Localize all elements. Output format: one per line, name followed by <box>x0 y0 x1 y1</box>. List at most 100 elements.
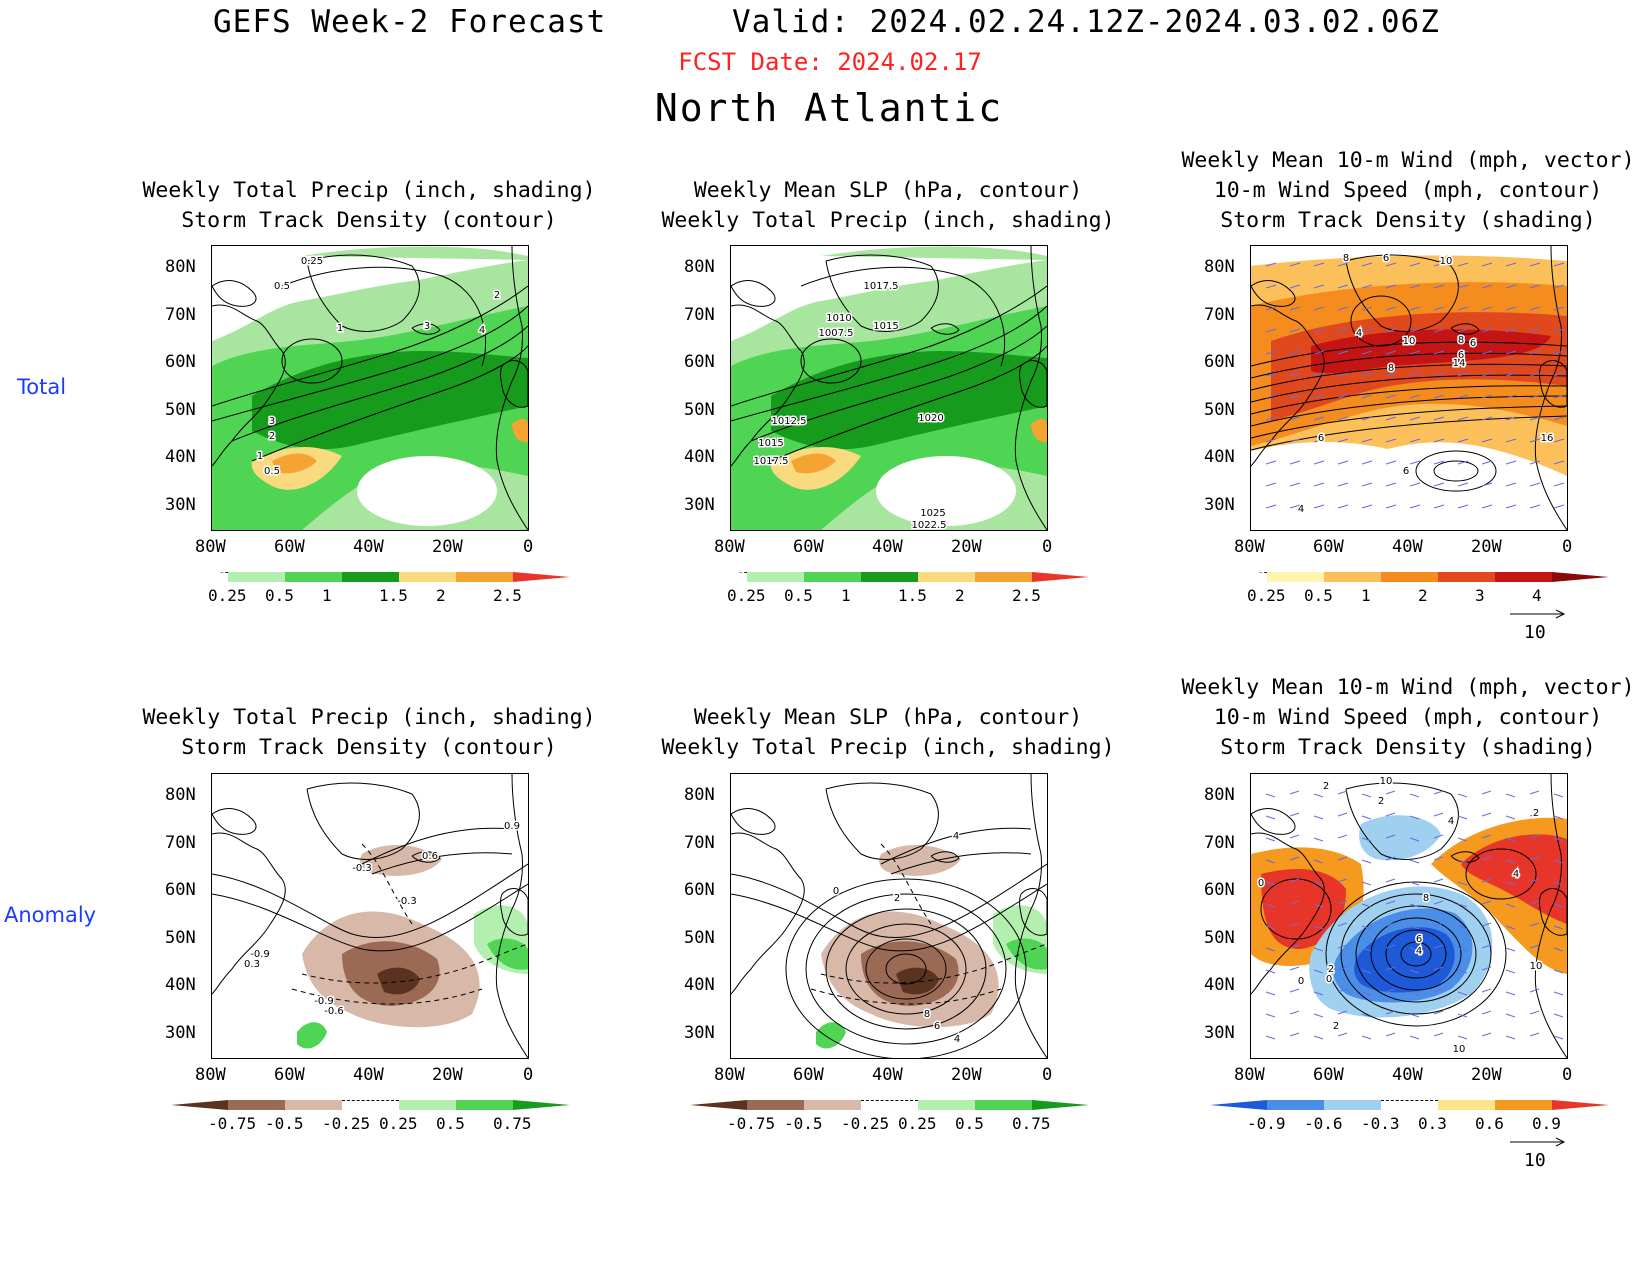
colorbar-label: 0.5 <box>1304 586 1333 605</box>
wind-vector <box>1361 903 1372 908</box>
wind-vector <box>1409 903 1420 908</box>
panel-title-line: Storm Track Density (contour) <box>181 735 557 760</box>
wind-vector <box>1289 306 1301 311</box>
iceland-coast <box>1450 851 1480 863</box>
colorbar-label: -0.6 <box>1304 1114 1343 1133</box>
wind-vector <box>1409 482 1421 487</box>
wind-vector <box>1385 922 1396 927</box>
lon-tick-label: 60W <box>274 537 305 557</box>
contour-line <box>212 305 528 422</box>
north-america-coast <box>731 832 805 995</box>
colorbar <box>1210 1097 1609 1113</box>
iceland-coast <box>411 323 441 335</box>
contour-line <box>880 843 932 925</box>
wind-vector <box>1529 834 1540 839</box>
wind-vector <box>1385 1010 1396 1015</box>
wind-vector <box>1265 793 1276 798</box>
contour-value-label: 6 <box>1458 350 1464 361</box>
wind-vector <box>1433 350 1445 355</box>
wind-vector <box>1553 460 1565 465</box>
contour-value-label: 4 <box>953 831 959 842</box>
wind-vector <box>1337 900 1348 905</box>
wind-vector <box>1385 416 1397 421</box>
greenland-coast <box>825 782 939 860</box>
contour-value-label: 0.9 <box>504 821 520 832</box>
wind-vector <box>1313 947 1324 952</box>
wind-vector <box>1265 482 1277 487</box>
wind-vector <box>1457 991 1468 996</box>
wind-vector <box>1265 837 1276 842</box>
contour-line <box>1370 917 1462 991</box>
contour-line <box>731 305 1047 422</box>
contour-value-label: 8 <box>1343 253 1349 264</box>
wind-vector <box>1529 1010 1540 1015</box>
wind-vector <box>1529 306 1541 311</box>
wind-vector <box>1385 900 1396 905</box>
wind-vector <box>1553 438 1565 443</box>
wind-vector <box>1529 328 1541 333</box>
wind-vector <box>1457 947 1468 952</box>
colorbar-swatch <box>342 1100 399 1111</box>
lat-tick-label: 60N <box>165 880 196 900</box>
wind-vector <box>1481 394 1493 399</box>
wind-vector <box>1409 925 1420 930</box>
colorbar-label: 1 <box>1361 586 1371 605</box>
vector-reference-arrow <box>1510 609 1566 619</box>
wind-vector <box>1409 859 1420 864</box>
positive-anomaly-east-strong <box>1461 834 1567 924</box>
panel-title-line: 10-m Wind Speed (mph, contour) <box>1213 178 1603 203</box>
wind-vector <box>1433 900 1444 905</box>
wind-vector <box>1481 504 1493 509</box>
wind-vector <box>1457 815 1468 820</box>
contour-value-label: 1022.5 <box>912 520 947 530</box>
wind-vector <box>1265 903 1276 908</box>
wind-vector <box>1409 947 1420 952</box>
wind-vector <box>1313 969 1324 974</box>
wind-vector <box>1433 988 1444 993</box>
contour-value-label: 2 <box>269 431 275 442</box>
colorbar-swatch <box>285 1100 342 1110</box>
contour-line <box>291 988 483 1005</box>
wind-vector <box>1481 944 1492 949</box>
wind-vector <box>1481 262 1493 267</box>
lat-tick-label: 30N <box>1204 494 1235 515</box>
wind-vector <box>1385 262 1397 267</box>
dry-area <box>876 456 1016 526</box>
wind-vector <box>1433 482 1445 487</box>
lat-tick-label: 40N <box>1204 447 1235 467</box>
contour-value-label: 4 <box>1513 869 1519 880</box>
colorbar-label: 1 <box>322 586 332 605</box>
wind-vector <box>1457 438 1469 443</box>
wet-anomaly-east-strong <box>487 938 528 970</box>
wind-vector <box>1433 790 1444 795</box>
colorbar-swatch <box>285 572 342 582</box>
contour-value-label: 0 <box>1258 878 1264 889</box>
wind-vector <box>1553 793 1564 798</box>
wind-vector <box>1409 837 1420 842</box>
wind-vector <box>1313 1035 1324 1040</box>
panel-title: Weekly Mean 10-m Wind (mph, vector) 10-m … <box>1178 673 1638 763</box>
wind-vector <box>1337 394 1349 399</box>
wind-vector <box>1289 416 1301 421</box>
wind-vector <box>1385 966 1396 971</box>
wind-vector <box>1481 372 1493 377</box>
wind-vector <box>1481 790 1492 795</box>
wind-vector <box>1385 394 1397 399</box>
wind-vector <box>1529 812 1540 817</box>
colorbar <box>690 569 1089 585</box>
wind-vector <box>1529 988 1540 993</box>
negative-anomaly-strong <box>1354 927 1455 993</box>
lon-tick-label: 40W <box>353 1065 384 1085</box>
wind-vector <box>1313 262 1325 267</box>
colorbar-label: 0.25 <box>208 586 247 605</box>
wind-vector <box>1481 1010 1492 1015</box>
colorbar-swatch <box>975 1100 1032 1110</box>
lat-tick-label: 70N <box>1204 832 1235 853</box>
colorbar-swatch <box>918 1100 975 1110</box>
arctic-islands-coast <box>1251 808 1296 835</box>
figure-title: GEFS Week-2 Forecast <box>213 4 607 40</box>
wind-vector <box>1289 966 1300 971</box>
lat-tick-label: 80N <box>165 257 196 277</box>
wind-vector <box>1505 991 1516 996</box>
contour-line <box>880 827 1032 865</box>
